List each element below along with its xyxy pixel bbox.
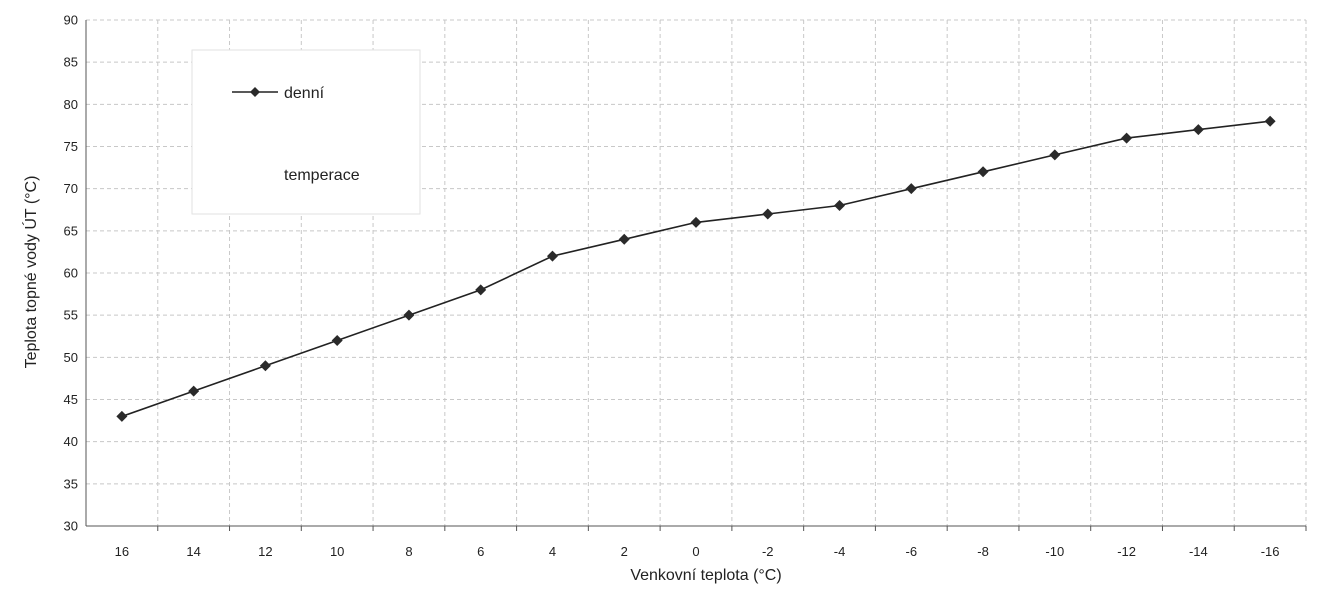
y-tick-label: 50: [64, 350, 78, 365]
x-tick-label: -16: [1261, 544, 1280, 559]
legend-box: [191, 49, 421, 215]
y-tick-label: 30: [64, 519, 78, 534]
y-tick-label: 90: [64, 13, 78, 28]
data-point-marker: [1121, 132, 1133, 144]
x-tick-label: 12: [258, 544, 272, 559]
data-point-marker: [1264, 115, 1276, 127]
x-tick-label: -4: [834, 544, 846, 559]
data-point-marker: [905, 183, 917, 195]
legend-label-temperace: temperace: [284, 167, 360, 184]
x-tick-label: 14: [186, 544, 200, 559]
y-tick-label: 70: [64, 181, 78, 196]
x-tick-label: 6: [477, 544, 484, 559]
x-tick-label: -14: [1189, 544, 1208, 559]
y-tick-label: 45: [64, 392, 78, 407]
y-tick-label: 35: [64, 476, 78, 491]
x-tick-label: 0: [692, 544, 699, 559]
x-axis-title: Venkovní teplota (°C): [630, 567, 781, 584]
data-point-marker: [977, 166, 989, 178]
x-tick-label: 16: [115, 544, 129, 559]
x-tick-labels: 16 14 12 10 8 6 4 2 0 -2 -4 -6 -8 -10 -12 -14 -16: [115, 526, 1307, 559]
data-point-marker: [188, 385, 200, 397]
x-tick-label: 8: [405, 544, 412, 559]
legend-label-denni: denní: [284, 85, 325, 102]
y-tick-label: 75: [64, 139, 78, 154]
y-tick-label: 85: [64, 55, 78, 70]
data-point-marker: [618, 233, 630, 245]
y-tick-labels: 30 35 40 45 50 55 60 65 70 75 80 85 90: [64, 13, 78, 534]
data-point-marker: [403, 309, 415, 321]
data-point-marker: [546, 250, 558, 262]
data-point-marker: [834, 200, 846, 212]
y-tick-label: 40: [64, 434, 78, 449]
x-tick-label: 10: [330, 544, 344, 559]
y-tick-label: 55: [64, 308, 78, 323]
legend: denní temperace: [191, 49, 421, 215]
data-point-marker: [1192, 124, 1204, 136]
series-markers: [116, 115, 1276, 422]
x-tick-label: -6: [906, 544, 918, 559]
data-point-marker: [259, 360, 271, 372]
data-point-marker: [1049, 149, 1061, 161]
legend-marker-denni: [250, 87, 260, 97]
x-tick-label: 2: [621, 544, 628, 559]
data-point-marker: [331, 334, 343, 346]
y-tick-label: 80: [64, 97, 78, 112]
y-axis-title: Teplota topné vody ÚT (°C): [21, 176, 40, 369]
axes: [85, 20, 1306, 527]
data-point-marker: [690, 216, 702, 228]
x-tick-label: -8: [977, 544, 989, 559]
x-tick-label: -12: [1117, 544, 1136, 559]
y-tick-label: 60: [64, 266, 78, 281]
data-point-marker: [116, 410, 128, 422]
data-point-marker: [475, 284, 487, 296]
x-tick-label: 4: [549, 544, 556, 559]
x-tick-label: -10: [1045, 544, 1064, 559]
x-tick-label: -2: [762, 544, 774, 559]
y-tick-label: 65: [64, 223, 78, 238]
data-point-marker: [762, 208, 774, 220]
